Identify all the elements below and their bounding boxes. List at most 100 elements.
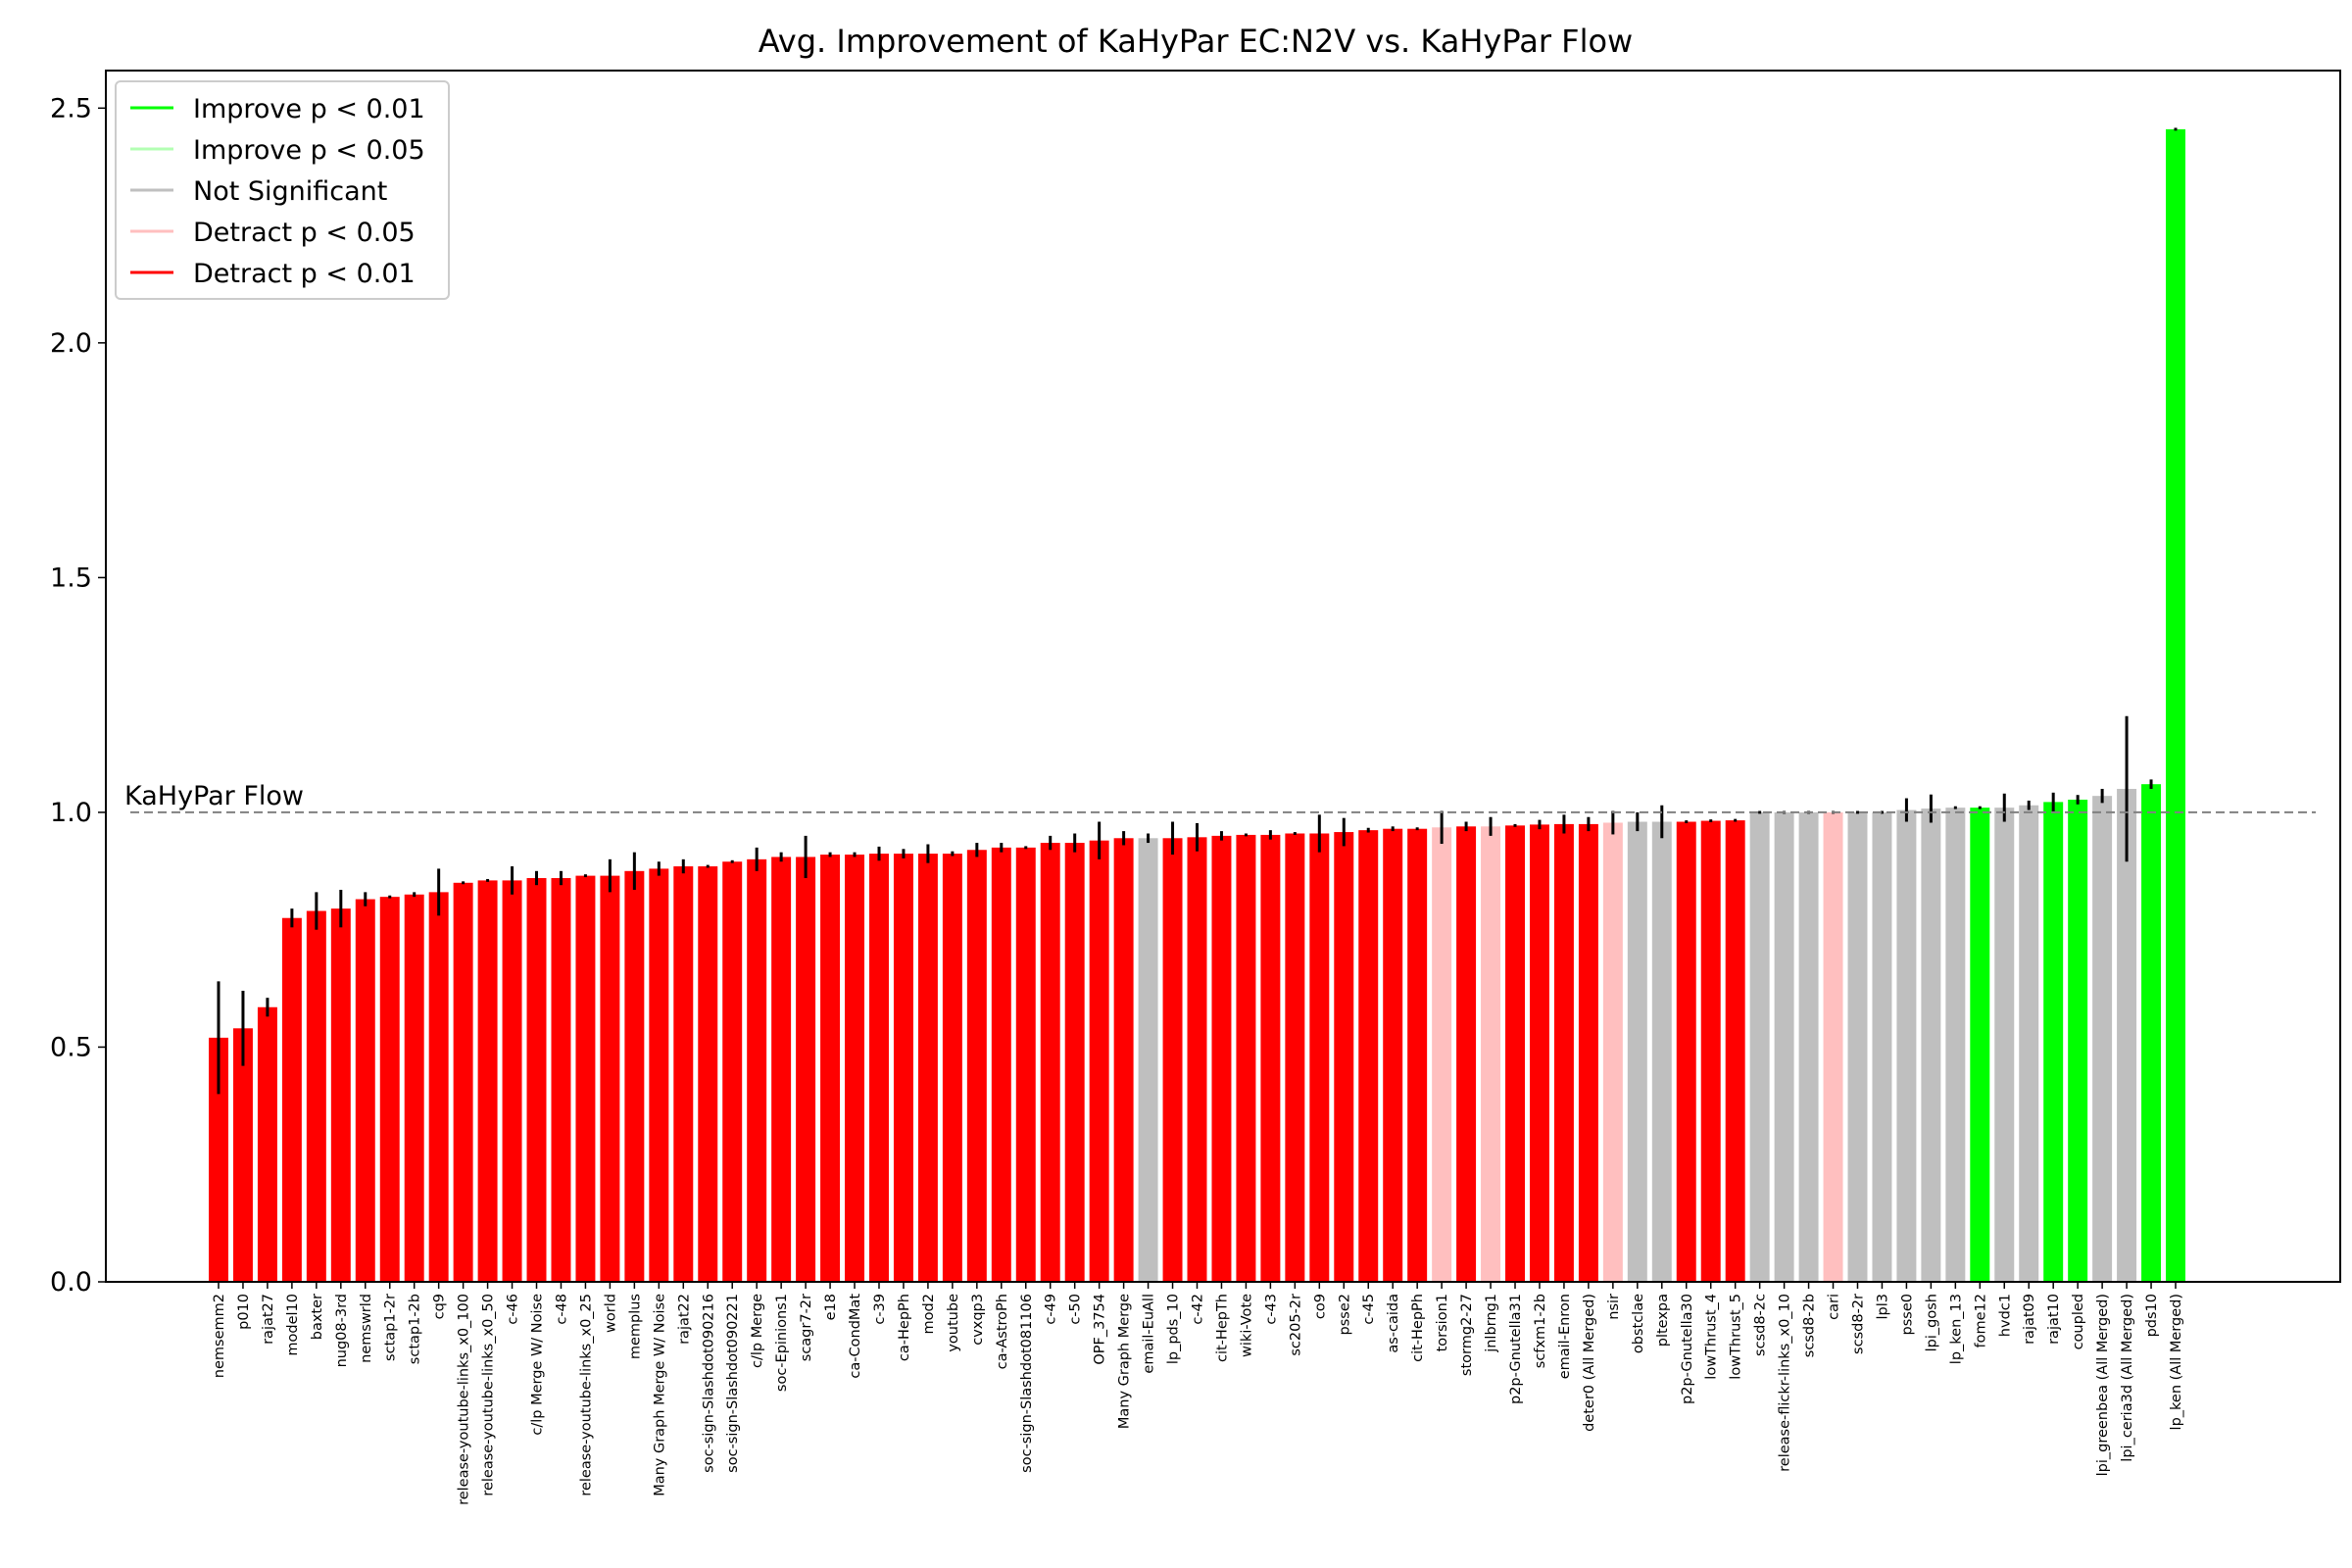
x-tick-label-80: lp_ken (All Merged): [2169, 1294, 2184, 1430]
x-tick-label-1: p010: [236, 1294, 252, 1330]
bar-50: [1432, 827, 1452, 1282]
bar-46: [1334, 832, 1354, 1282]
bar-78: [2117, 788, 2137, 1282]
x-tick-label-41: cit-HepTh: [1214, 1294, 1230, 1362]
legend-box: [115, 80, 450, 300]
bar-34: [1040, 843, 1060, 1282]
bar-20: [698, 866, 718, 1282]
legend-items: Improve p < 0.01 Improve p < 0.05 Not Sign…: [130, 94, 425, 289]
y-tick-label-2: 1.0: [50, 798, 92, 828]
x-tick-label-66: cari: [1827, 1294, 1842, 1320]
bar-21: [722, 861, 743, 1282]
bar-1: [232, 1028, 253, 1282]
x-tick-label-47: c-45: [1361, 1294, 1377, 1325]
bar-22: [747, 858, 767, 1282]
bar-55: [1553, 823, 1574, 1282]
bar-26: [845, 855, 865, 1282]
bar-62: [1725, 820, 1745, 1282]
plot-area-frame: [105, 70, 2341, 1283]
bar-30: [942, 854, 962, 1282]
bar-31: [966, 850, 987, 1282]
bar-3: [281, 917, 302, 1282]
x-axis-ticks: nemsemm2 p010 rajat27 model10 baxter nug08-3r…: [212, 1282, 2184, 1505]
x-tick-label-5: nug08-3rd: [334, 1294, 350, 1367]
x-tick-label-43: c-43: [1263, 1294, 1279, 1325]
bar-24: [796, 857, 816, 1282]
x-tick-label-28: ca-HepPh: [897, 1294, 912, 1361]
x-tick-label-34: c-49: [1044, 1294, 1059, 1325]
x-tick-label-9: cq9: [432, 1294, 448, 1319]
bar-28: [893, 854, 913, 1282]
x-tick-label-13: c/lp Merge W/ Noise: [530, 1294, 546, 1436]
chart-title: Avg. Improvement of KaHyPar EC:N2V vs. K…: [759, 23, 1633, 60]
bar-35: [1064, 843, 1085, 1282]
x-tick-label-39: lp_pds_10: [1166, 1294, 1182, 1364]
x-tick-label-70: lpi_gosh: [1924, 1294, 1939, 1351]
y-tick-label-5: 2.5: [50, 93, 92, 123]
x-tick-label-6: nemswrld: [359, 1294, 374, 1363]
x-tick-label-46: psse2: [1337, 1294, 1352, 1335]
x-tick-label-64: release-flickr-links_x0_10: [1778, 1294, 1793, 1472]
x-tick-label-55: email-Enron: [1557, 1294, 1573, 1379]
x-tick-label-15: release-youtube-links_x0_25: [578, 1294, 594, 1496]
bar-44: [1285, 833, 1305, 1282]
reference-line-label: KaHyPar Flow: [124, 781, 304, 811]
x-tick-label-20: soc-sign-Slashdot090216: [701, 1294, 716, 1473]
bar-57: [1602, 822, 1623, 1282]
x-tick-label-22: c/lp Merge: [750, 1294, 765, 1368]
x-tick-label-69: psse0: [1899, 1294, 1915, 1335]
x-tick-label-73: hvdc1: [1997, 1294, 2013, 1337]
bar-75: [2043, 802, 2064, 1282]
x-tick-label-49: cit-HepPh: [1410, 1294, 1426, 1362]
x-tick-label-61: lowThrust_4: [1704, 1294, 1720, 1380]
x-tick-label-8: sctap1-2b: [408, 1294, 423, 1364]
x-tick-label-37: Many Graph Merge: [1117, 1294, 1133, 1429]
bar-76: [2068, 799, 2088, 1282]
x-tick-label-40: c-42: [1191, 1294, 1206, 1325]
bar-40: [1187, 837, 1207, 1282]
bar-9: [428, 892, 449, 1282]
bar-42: [1236, 834, 1256, 1282]
bar-61: [1700, 820, 1721, 1282]
x-tick-label-30: youtube: [946, 1294, 961, 1352]
legend: Improve p < 0.01 Improve p < 0.05 Not Sign…: [115, 80, 450, 300]
legend-label-4: Detract p < 0.01: [193, 259, 416, 289]
x-tick-label-58: obstclae: [1631, 1294, 1646, 1353]
legend-label-1: Improve p < 0.05: [193, 135, 425, 166]
bar-16: [600, 875, 620, 1282]
bar-71: [1945, 808, 1966, 1282]
legend-label-0: Improve p < 0.01: [193, 94, 425, 124]
x-tick-label-65: scsd8-2b: [1802, 1294, 1818, 1357]
x-tick-label-19: rajat22: [676, 1294, 692, 1345]
x-tick-label-72: fome12: [1973, 1294, 1988, 1348]
x-tick-label-42: wiki-Vote: [1239, 1294, 1254, 1357]
bar-59: [1651, 821, 1672, 1282]
bar-51: [1456, 826, 1477, 1282]
bar-15: [575, 875, 596, 1282]
bar-29: [917, 854, 938, 1282]
bar-45: [1309, 833, 1330, 1282]
x-tick-label-44: sc205-2r: [1288, 1294, 1303, 1356]
bar-69: [1896, 809, 1917, 1282]
x-tick-label-31: cvxqp3: [970, 1294, 986, 1346]
bar-23: [771, 857, 792, 1282]
bar-73: [1994, 808, 2015, 1282]
x-tick-label-10: release-youtube-links_x0_100: [457, 1294, 472, 1505]
x-tick-label-23: soc-Epinions1: [774, 1294, 790, 1392]
bar-39: [1162, 838, 1183, 1282]
x-tick-label-53: p2p-Gnutella31: [1508, 1294, 1524, 1404]
x-tick-label-14: c-48: [554, 1294, 569, 1325]
bar-36: [1089, 840, 1109, 1282]
x-tick-label-48: as-caida: [1386, 1294, 1401, 1353]
x-tick-label-35: c-50: [1068, 1294, 1084, 1325]
x-tick-label-29: mod2: [921, 1294, 937, 1334]
x-tick-label-56: deter0 (All Merged): [1582, 1294, 1597, 1432]
x-tick-label-18: Many Graph Merge W/ Noise: [652, 1294, 667, 1496]
x-tick-label-57: nsir: [1606, 1294, 1622, 1320]
x-tick-label-2: rajat27: [261, 1294, 276, 1345]
x-tick-label-16: world: [603, 1294, 618, 1333]
x-tick-label-12: c-46: [506, 1294, 521, 1325]
x-tick-label-24: scagr7-2r: [799, 1294, 814, 1361]
x-tick-label-4: baxter: [310, 1294, 325, 1340]
